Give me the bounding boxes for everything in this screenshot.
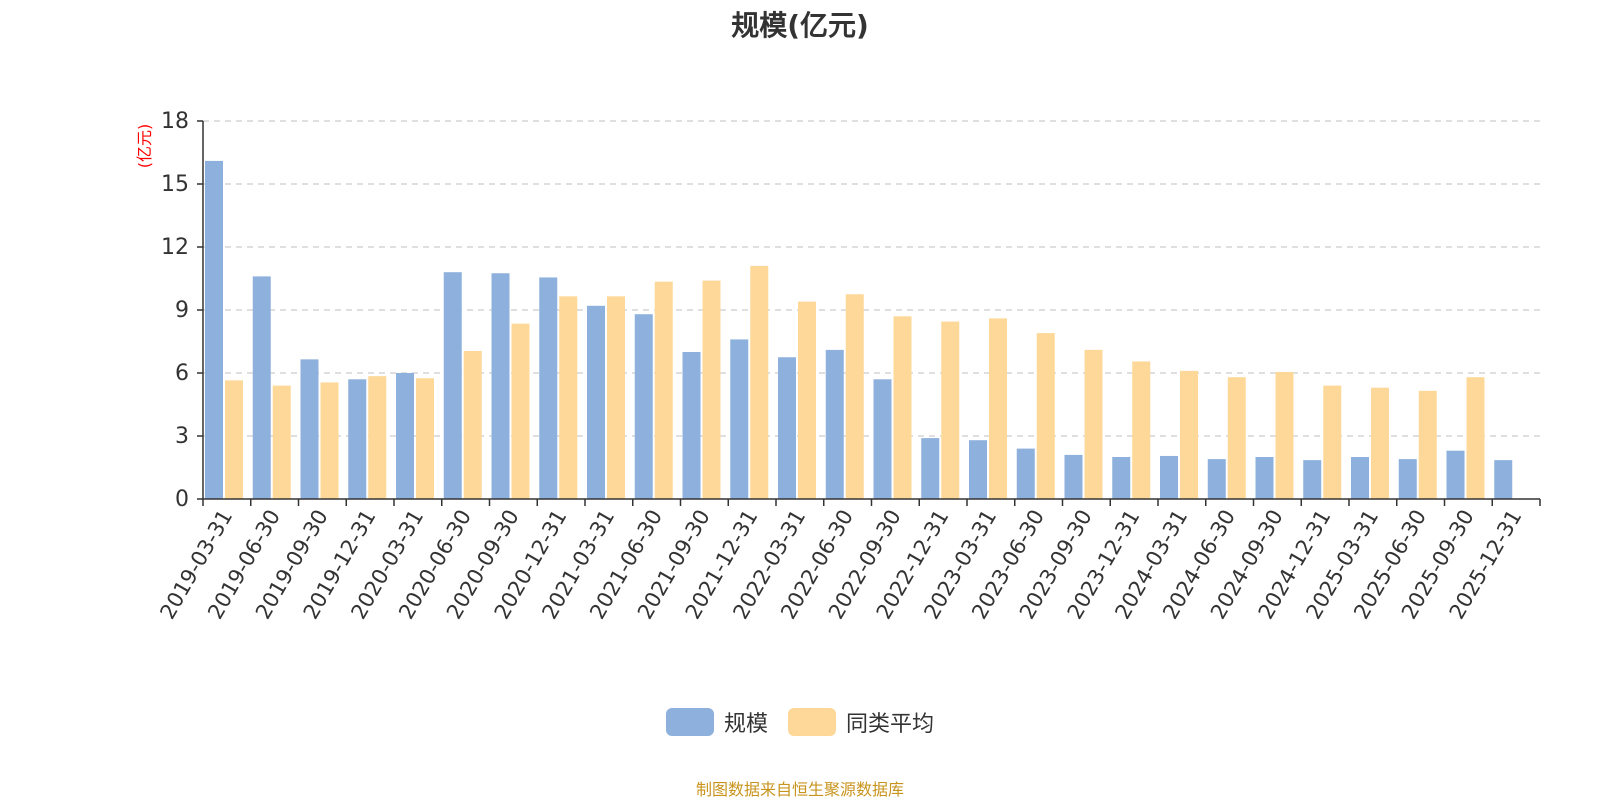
bar xyxy=(989,318,1007,499)
bar xyxy=(1132,361,1151,499)
bar xyxy=(1112,457,1131,499)
bar xyxy=(1084,349,1103,499)
legend: 规模 同类平均 xyxy=(0,702,1600,742)
bar xyxy=(1371,387,1389,499)
chart-title: 规模(亿元) xyxy=(731,9,869,42)
bar xyxy=(750,265,769,499)
bar xyxy=(225,380,243,499)
legend-label-peer-average: 同类平均 xyxy=(846,712,935,737)
bar xyxy=(682,352,701,499)
bar xyxy=(825,349,844,499)
bar xyxy=(511,323,530,499)
bar xyxy=(1064,454,1083,499)
bar xyxy=(607,296,625,499)
bar xyxy=(1227,377,1246,499)
bar xyxy=(1351,457,1369,499)
bar xyxy=(1036,333,1055,499)
bar xyxy=(443,272,462,499)
bar xyxy=(1255,457,1274,499)
bar xyxy=(941,321,960,499)
y-tick-label: 9 xyxy=(175,298,189,323)
bar xyxy=(559,296,578,499)
bar xyxy=(1160,455,1178,499)
legend-swatch-peer-average xyxy=(788,708,836,736)
bar xyxy=(1418,390,1437,499)
bar xyxy=(1207,459,1226,499)
bar xyxy=(1466,377,1485,499)
bar xyxy=(634,314,653,499)
bar xyxy=(368,376,387,499)
bar xyxy=(272,385,291,499)
bar xyxy=(921,438,940,499)
bar xyxy=(463,350,482,499)
bar xyxy=(798,301,816,499)
bar xyxy=(205,160,223,499)
bar xyxy=(416,378,434,499)
bar xyxy=(778,357,796,499)
bar xyxy=(893,316,912,499)
bar xyxy=(1446,450,1465,499)
legend-label-scale: 规模 xyxy=(723,712,768,737)
bar xyxy=(1494,460,1513,499)
bar xyxy=(1323,385,1342,499)
y-axis-label: (亿元) xyxy=(135,124,154,169)
y-tick-label: 15 xyxy=(161,172,189,197)
legend-swatch-scale xyxy=(665,708,714,736)
bar xyxy=(1398,459,1417,499)
bar xyxy=(1303,460,1322,499)
bar xyxy=(300,359,319,499)
bar xyxy=(587,305,605,499)
bar xyxy=(320,382,339,499)
bar xyxy=(252,276,271,499)
bar xyxy=(1016,448,1035,499)
bar xyxy=(348,379,367,499)
bar xyxy=(654,281,673,499)
bar xyxy=(1180,370,1198,499)
bar xyxy=(702,280,721,499)
legend-item-scale[interactable]: 规模 xyxy=(665,706,768,738)
bar xyxy=(730,339,749,499)
y-tick-label: 18 xyxy=(161,109,189,134)
bar xyxy=(396,373,414,499)
data-source-note: 制图数据来自恒生聚源数据库 xyxy=(695,780,904,799)
bar xyxy=(845,294,864,499)
bar xyxy=(1275,371,1294,499)
bar xyxy=(491,273,510,499)
legend-item-peer-average[interactable]: 同类平均 xyxy=(788,706,934,738)
bar xyxy=(873,379,892,499)
y-tick-label: 12 xyxy=(161,235,189,260)
bar xyxy=(539,277,558,499)
bar xyxy=(969,440,987,499)
y-tick-label: 6 xyxy=(175,361,189,386)
y-tick-label: 0 xyxy=(175,487,189,512)
y-tick-label: 3 xyxy=(175,424,189,449)
